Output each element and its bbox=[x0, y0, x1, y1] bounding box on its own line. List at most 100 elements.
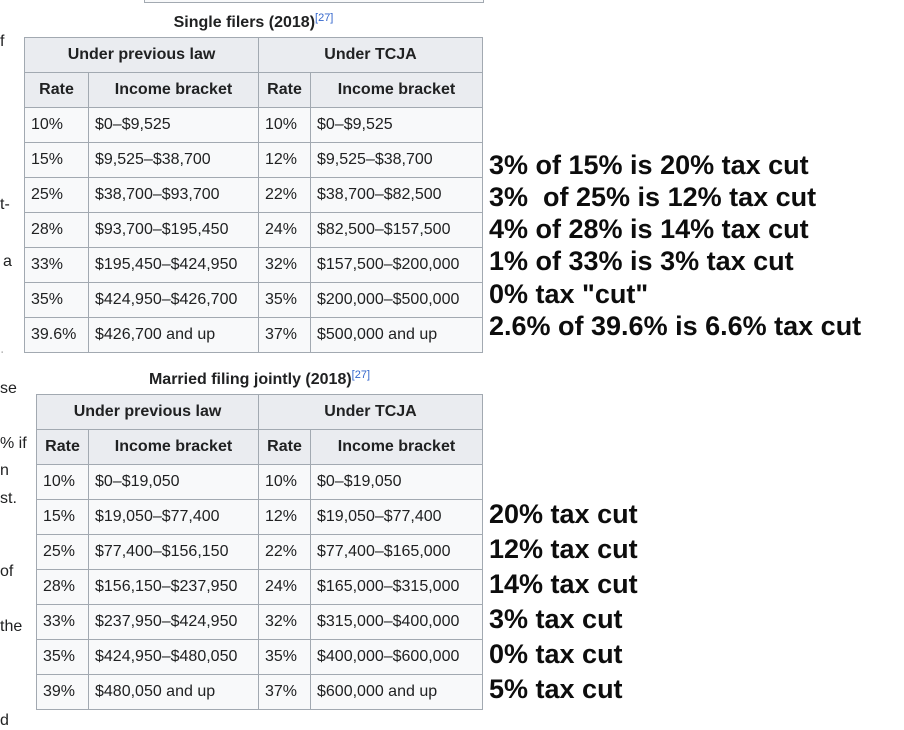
new-bracket: $0–$19,050 bbox=[310, 464, 483, 500]
new-bracket: $600,000 and up bbox=[310, 674, 483, 710]
table-row: 35% $424,950–$426,700 35% $200,000–$500,000 bbox=[24, 282, 483, 318]
table-row: 28% $93,700–$195,450 24% $82,500–$157,500 bbox=[24, 212, 483, 248]
new-bracket: $400,000–$600,000 bbox=[310, 639, 483, 675]
table-row: 15% $9,525–$38,700 12% $9,525–$38,700 bbox=[24, 142, 483, 178]
old-bracket: $38,700–$93,700 bbox=[88, 177, 259, 213]
header-rate: Rate bbox=[258, 72, 311, 108]
old-rate: 25% bbox=[24, 177, 89, 213]
old-bracket: $19,050–$77,400 bbox=[88, 499, 259, 535]
annotation: 5% tax cut bbox=[489, 674, 623, 704]
text-fragment: n bbox=[0, 462, 9, 479]
header-previous-law: Under previous law bbox=[24, 37, 259, 73]
new-rate: 22% bbox=[258, 177, 311, 213]
new-rate: 22% bbox=[258, 534, 311, 570]
header-rate: Rate bbox=[24, 72, 89, 108]
annotation: 20% tax cut bbox=[489, 499, 638, 529]
new-bracket: $82,500–$157,500 bbox=[310, 212, 483, 248]
header-previous-law: Under previous law bbox=[36, 394, 259, 430]
old-bracket: $424,950–$480,050 bbox=[88, 639, 259, 675]
header-income-bracket: Income bracket bbox=[310, 72, 483, 108]
new-rate: 32% bbox=[258, 604, 311, 640]
text-fragment: st. bbox=[0, 490, 17, 507]
new-bracket: $19,050–$77,400 bbox=[310, 499, 483, 535]
married-filing-caption: Married filing jointly (2018)[27] bbox=[36, 369, 483, 389]
table-row: 10% $0–$19,050 10% $0–$19,050 bbox=[36, 464, 483, 500]
header-income-bracket: Income bracket bbox=[88, 72, 259, 108]
new-rate: 10% bbox=[258, 107, 311, 143]
table-row: 33% $195,450–$424,950 32% $157,500–$200,000 bbox=[24, 247, 483, 283]
reference-link[interactable]: [27] bbox=[315, 12, 334, 24]
new-rate: 37% bbox=[258, 317, 311, 353]
table-row: 39.6% $426,700 and up 37% $500,000 and up bbox=[24, 317, 483, 353]
old-rate: 35% bbox=[24, 282, 89, 318]
reference-link[interactable]: [27] bbox=[351, 369, 371, 381]
table-row: 25% $38,700–$93,700 22% $38,700–$82,500 bbox=[24, 177, 483, 213]
table-row: 10% $0–$9,525 10% $0–$9,525 bbox=[24, 107, 483, 143]
new-rate: 35% bbox=[258, 282, 311, 318]
text-fragment: % if bbox=[0, 435, 27, 452]
annotation: 14% tax cut bbox=[489, 569, 638, 599]
old-rate: 39.6% bbox=[24, 317, 89, 353]
old-bracket: $93,700–$195,450 bbox=[88, 212, 259, 248]
annotation: 12% tax cut bbox=[489, 534, 638, 564]
annotation: 3% tax cut bbox=[489, 604, 623, 634]
annotation: 1% of 33% is 3% tax cut bbox=[489, 246, 794, 276]
old-rate: 28% bbox=[36, 569, 89, 605]
new-rate: 24% bbox=[258, 212, 311, 248]
old-rate: 28% bbox=[24, 212, 89, 248]
new-rate: 37% bbox=[258, 674, 311, 710]
annotation: 0% tax "cut" bbox=[489, 279, 649, 309]
group-header-row: Under previous law Under TCJA bbox=[36, 394, 483, 430]
old-bracket: $237,950–$424,950 bbox=[88, 604, 259, 640]
new-bracket: $200,000–$500,000 bbox=[310, 282, 483, 318]
header-tcja: Under TCJA bbox=[258, 37, 483, 73]
old-bracket: $426,700 and up bbox=[88, 317, 259, 353]
single-filers-caption: Single filers (2018)[27] bbox=[24, 12, 483, 32]
old-bracket: $9,525–$38,700 bbox=[88, 142, 259, 178]
group-header-row: Under previous law Under TCJA bbox=[24, 37, 483, 73]
previous-table-edge bbox=[144, 0, 484, 3]
annotation: 3% of 25% is 12% tax cut bbox=[489, 182, 817, 212]
new-bracket: $500,000 and up bbox=[310, 317, 483, 353]
text-fragment: the bbox=[0, 618, 23, 635]
new-rate: 35% bbox=[258, 639, 311, 675]
new-rate: 24% bbox=[258, 569, 311, 605]
text-fragment: a bbox=[3, 253, 12, 270]
new-rate: 32% bbox=[258, 247, 311, 283]
old-rate: 33% bbox=[36, 604, 89, 640]
old-rate: 33% bbox=[24, 247, 89, 283]
new-bracket: $9,525–$38,700 bbox=[310, 142, 483, 178]
old-bracket: $480,050 and up bbox=[88, 674, 259, 710]
header-rate: Rate bbox=[36, 429, 89, 465]
caption-text: Married filing jointly (2018) bbox=[148, 371, 352, 388]
old-rate: 39% bbox=[36, 674, 89, 710]
new-rate: 12% bbox=[258, 142, 311, 178]
annotation: 4% of 28% is 14% tax cut bbox=[489, 214, 809, 244]
old-bracket: $156,150–$237,950 bbox=[88, 569, 259, 605]
old-bracket: $0–$19,050 bbox=[88, 464, 259, 500]
old-rate: 10% bbox=[36, 464, 89, 500]
annotation: 0% tax cut bbox=[489, 639, 623, 669]
new-rate: 12% bbox=[258, 499, 311, 535]
table-row: 39% $480,050 and up 37% $600,000 and up bbox=[36, 674, 483, 710]
table-row: 15% $19,050–$77,400 12% $19,050–$77,400 bbox=[36, 499, 483, 535]
new-bracket: $38,700–$82,500 bbox=[310, 177, 483, 213]
header-income-bracket: Income bracket bbox=[88, 429, 259, 465]
old-rate: 15% bbox=[24, 142, 89, 178]
table-row: 33% $237,950–$424,950 32% $315,000–$400,000 bbox=[36, 604, 483, 640]
new-bracket: $0–$9,525 bbox=[310, 107, 483, 143]
text-fragment: of bbox=[0, 563, 14, 580]
single-filers-table: Under previous law Under TCJA Rate Incom… bbox=[24, 37, 483, 353]
old-rate: 25% bbox=[36, 534, 89, 570]
new-rate: 10% bbox=[258, 464, 311, 500]
new-bracket: $165,000–$315,000 bbox=[310, 569, 483, 605]
table-row: 35% $424,950–$480,050 35% $400,000–$600,000 bbox=[36, 639, 483, 675]
old-rate: 15% bbox=[36, 499, 89, 535]
text-fragment: d bbox=[0, 712, 9, 729]
new-bracket: $77,400–$165,000 bbox=[310, 534, 483, 570]
header-income-bracket: Income bracket bbox=[310, 429, 483, 465]
annotation: 2.6% of 39.6% is 6.6% tax cut bbox=[489, 311, 862, 341]
old-rate: 10% bbox=[24, 107, 89, 143]
old-bracket: $0–$9,525 bbox=[88, 107, 259, 143]
married-filing-table: Under previous law Under TCJA Rate Incom… bbox=[36, 394, 483, 710]
